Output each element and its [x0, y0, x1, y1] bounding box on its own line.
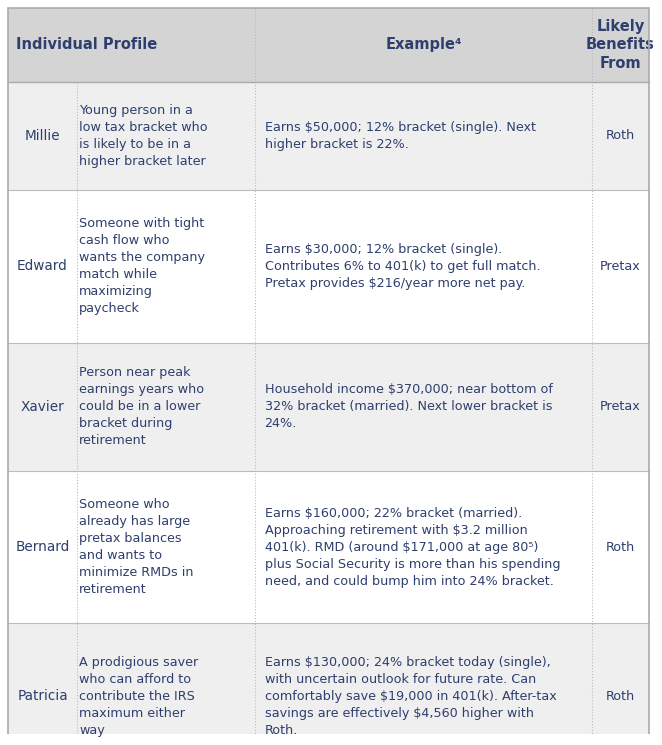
Text: Individual Profile: Individual Profile — [16, 37, 157, 52]
Text: Roth: Roth — [606, 690, 635, 703]
Text: Roth: Roth — [606, 130, 635, 142]
Text: Household income $370,000; near bottom of
32% bracket (married). Next lower brac: Household income $370,000; near bottom o… — [265, 383, 553, 431]
Text: Young person in a
low tax bracket who
is likely to be in a
higher bracket later: Young person in a low tax bracket who is… — [79, 104, 208, 168]
Text: Edward: Edward — [17, 259, 68, 273]
Text: Bernard: Bernard — [15, 540, 70, 554]
Text: Example⁴: Example⁴ — [385, 37, 462, 52]
Text: Pretax: Pretax — [600, 260, 641, 273]
Text: Earns $130,000; 24% bracket today (single),
with uncertain outlook for future ra: Earns $130,000; 24% bracket today (singl… — [265, 656, 556, 737]
Text: A prodigious saver
who can afford to
contribute the IRS
maximum either
way: A prodigious saver who can afford to con… — [79, 656, 198, 737]
Text: Xavier: Xavier — [21, 400, 64, 413]
Text: Someone who
already has large
pretax balances
and wants to
minimize RMDs in
reti: Someone who already has large pretax bal… — [79, 498, 193, 596]
Text: Pretax: Pretax — [600, 400, 641, 413]
Text: Person near peak
earnings years who
could be in a lower
bracket during
retiremen: Person near peak earnings years who coul… — [79, 367, 204, 447]
Text: Earns $30,000; 12% bracket (single).
Contributes 6% to 401(k) to get full match.: Earns $30,000; 12% bracket (single). Con… — [265, 243, 540, 290]
Text: Millie: Millie — [24, 129, 60, 143]
Text: Roth: Roth — [606, 541, 635, 554]
Text: Patricia: Patricia — [17, 689, 68, 703]
Text: Someone with tight
cash flow who
wants the company
match while
maximizing
payche: Someone with tight cash flow who wants t… — [79, 218, 205, 315]
Text: Earns $50,000; 12% bracket (single). Next
higher bracket is 22%.: Earns $50,000; 12% bracket (single). Nex… — [265, 121, 536, 151]
Bar — [8, 82, 649, 190]
Text: Earns $160,000; 22% bracket (married).
Approaching retirement with $3.2 million
: Earns $160,000; 22% bracket (married). A… — [265, 507, 560, 588]
Bar — [8, 471, 649, 624]
Bar — [8, 343, 649, 471]
Bar — [8, 8, 649, 82]
Text: Likely
Benefits
From: Likely Benefits From — [586, 19, 655, 71]
Bar — [8, 624, 649, 745]
Bar — [8, 190, 649, 343]
